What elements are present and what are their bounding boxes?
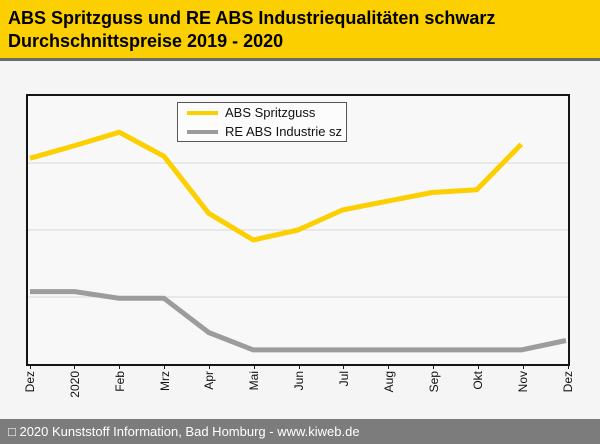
x-tick-label: 2020 xyxy=(67,371,82,398)
line-chart-canvas xyxy=(28,129,568,353)
x-tick-label: Sep xyxy=(426,371,441,393)
copyright-text: □ 2020 Kunststoff Information, Bad Hombu… xyxy=(8,424,360,439)
legend-line-swatch-yellow xyxy=(187,110,218,115)
chart-title-line1: ABS Spritzguss und RE ABS Industriequali… xyxy=(8,8,496,28)
x-tick-label: Nov xyxy=(516,371,531,393)
x-tick-label: Mrz xyxy=(157,371,172,391)
x-tick-label: Dez xyxy=(23,371,37,393)
series-line-re-abs-industrie-sz xyxy=(30,289,567,353)
x-tick-label: Aug xyxy=(381,371,396,393)
x-tick-label: Okt xyxy=(471,371,486,390)
x-tick-label: Dez xyxy=(561,371,575,393)
x-tick-label: Mai xyxy=(247,371,262,391)
x-tick-label: Jun xyxy=(292,371,306,391)
legend-item-re-abs-industrie: RE ABS Industrie sz xyxy=(178,123,346,140)
footer-bar: □ 2020 Kunststoff Information, Bad Hombu… xyxy=(0,419,600,444)
header-divider xyxy=(0,58,600,61)
legend-label-re-abs-industrie: RE ABS Industrie sz xyxy=(225,124,343,139)
x-tick-label: Apr xyxy=(202,371,217,390)
legend-line-swatch-gray xyxy=(187,129,218,134)
chart-title-banner: ABS Spritzguss und RE ABS Industriequali… xyxy=(0,0,600,58)
x-tick-label: Jul xyxy=(336,371,351,387)
chart-title-line2: Durchschnittspreise 2019 - 2020 xyxy=(8,31,284,51)
legend-label-abs-spritzguss: ABS Spritzguss xyxy=(225,105,316,120)
series-line-abs-spritzguss xyxy=(29,129,524,243)
legend-item-abs-spritzguss: ABS Spritzguss xyxy=(178,104,346,121)
chart-legend: ABS Spritzguss RE ABS Industrie sz xyxy=(177,102,347,142)
x-tick-label: Feb xyxy=(112,371,127,392)
